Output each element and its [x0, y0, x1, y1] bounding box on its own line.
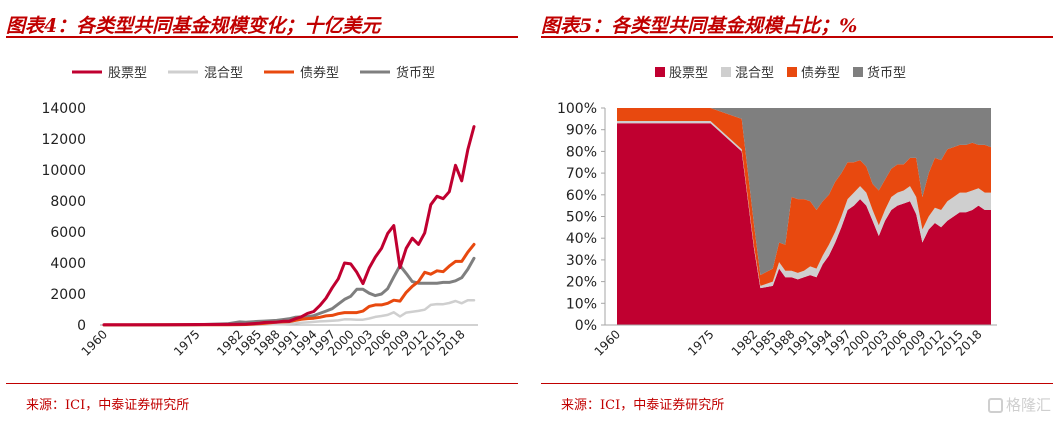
source-divider: [541, 383, 1053, 384]
y-tick-label-4: 8000: [50, 194, 86, 210]
legend-label-3: 货币型: [396, 65, 435, 81]
stacked-area-chart: 0%10%20%30%40%50%60%70%80%90%100%1960 197…: [557, 65, 997, 359]
y-tick-label-7: 70%: [566, 166, 597, 182]
y-tick-label-3: 6000: [50, 225, 86, 241]
y-tick-label-5: 10000: [41, 163, 86, 179]
y-tick-label-2: 20%: [566, 275, 597, 291]
legend-label-3: 货币型: [867, 65, 906, 81]
legend-label-2: 债券型: [300, 65, 339, 81]
series-line-3: [102, 256, 476, 327]
chart-title-bar: 图表5：各类型共同基金规模占比；%: [541, 8, 1053, 38]
series-line-0: [102, 125, 476, 327]
legend-swatch-2: [787, 67, 797, 77]
x-tick-label-1: 1975: [685, 327, 716, 358]
panel-share-change: 图表5：各类型共同基金规模占比；% 0% 10% 20% 30% 40% 50% 60% 70…: [535, 0, 1059, 421]
y-tick-label-5: 50%: [566, 210, 597, 226]
legend-swatch-0: [655, 67, 665, 77]
legend-label-1: 混合型: [204, 66, 243, 81]
watermark-text: 格隆汇: [1005, 396, 1051, 414]
y-tick-label-0: 0: [77, 318, 86, 334]
series-area-3: [617, 108, 991, 276]
legend-label-0: 股票型: [108, 66, 147, 81]
legend-swatch-3: [853, 67, 863, 77]
title-underline: [541, 36, 1053, 38]
source-note: 来源：ICI，中泰证券研究所: [561, 398, 725, 413]
source-note: 来源：ICI，中泰证券研究所: [26, 398, 190, 413]
series-area-1: [617, 121, 991, 289]
legend-label-0: 股票型: [669, 66, 708, 81]
y-tick-label-10: 100%: [557, 101, 597, 117]
chart-title-bar: 图表4：各类型共同基金规模变化；十亿美元: [6, 8, 518, 38]
watermark-logo-icon: [987, 398, 1003, 413]
x-tick-label-1: 1975: [171, 327, 202, 358]
y-tick-label-3: 30%: [566, 253, 597, 269]
series-area-2: [617, 108, 991, 286]
legend-label-1: 混合型: [735, 66, 774, 81]
series-area-0: [617, 123, 991, 325]
title-underline: [6, 36, 518, 38]
y-tick-label-9: 90%: [566, 123, 597, 139]
y-tick-label-0: 0%: [575, 318, 597, 334]
panel-stock-size-change: 图表4：各类型共同基金规模变化；十亿美元 0 2000 4000 6000 8000 10…: [0, 0, 524, 421]
chart-title: 图表5：各类型共同基金规模占比；%: [541, 15, 858, 37]
y-tick-label-1: 10%: [566, 296, 597, 312]
y-tick-label-8: 80%: [566, 144, 597, 160]
legend-swatch-1: [721, 67, 731, 77]
source-divider: [6, 383, 518, 384]
y-tick-label-7: 14000: [41, 101, 86, 117]
y-tick-label-4: 40%: [566, 231, 597, 247]
y-tick-label-6: 60%: [566, 188, 597, 204]
watermark: 格隆汇: [987, 394, 1051, 415]
y-tick-label-1: 2000: [50, 287, 86, 303]
chart-title: 图表4：各类型共同基金规模变化；十亿美元: [6, 15, 381, 37]
y-tick-label-2: 4000: [50, 256, 86, 272]
legend-label-2: 债券型: [801, 65, 840, 81]
y-tick-label-6: 12000: [41, 132, 86, 148]
